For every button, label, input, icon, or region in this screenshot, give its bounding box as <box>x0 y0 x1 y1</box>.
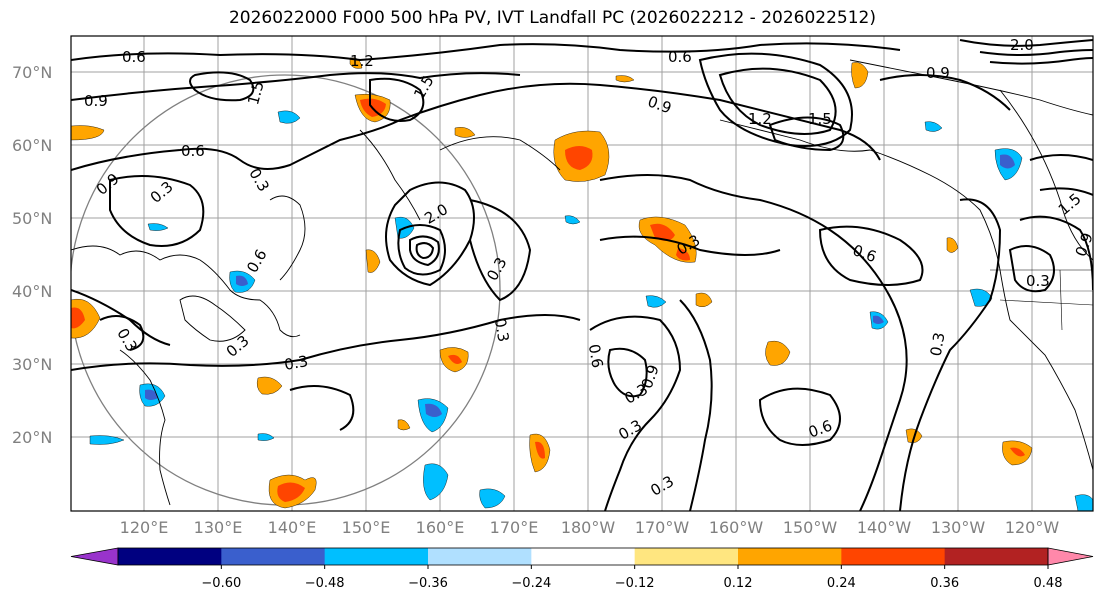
lon-label: 120°E <box>120 518 169 537</box>
lat-label: 50°N <box>12 209 52 228</box>
svg-text:0.9: 0.9 <box>926 64 950 82</box>
map-frame <box>70 35 1094 512</box>
colorbar-segment <box>634 548 739 565</box>
colorbar-segment <box>221 548 326 565</box>
map-background <box>71 36 1093 511</box>
svg-text:0.3: 0.3 <box>283 352 310 374</box>
svg-text:0.6: 0.6 <box>122 48 146 66</box>
colorbar-tick-label: −0.36 <box>408 576 448 591</box>
svg-text:2.0: 2.0 <box>1010 36 1034 54</box>
colorbar-segment <box>118 548 222 565</box>
svg-text:0.3: 0.3 <box>927 331 949 358</box>
lon-label: 150°E <box>342 518 391 537</box>
graticule <box>71 36 1093 511</box>
longitude-labels: 120°E 130°E 140°E 150°E 160°E 170°E 180°… <box>120 518 1060 537</box>
svg-text:0.9: 0.9 <box>84 92 108 110</box>
lon-label: 140°E <box>268 518 317 537</box>
colorbar-segment <box>428 548 532 565</box>
lat-label: 60°N <box>12 136 52 155</box>
colorbar-tick-label: −0.12 <box>615 576 655 591</box>
lat-label: 30°N <box>12 355 52 374</box>
lat-label: 40°N <box>12 282 52 301</box>
pv-contours <box>71 39 1093 511</box>
colorbar-frame <box>117 547 1049 566</box>
svg-text:1.5: 1.5 <box>808 110 832 128</box>
colorbar-tick-label: 0.36 <box>930 576 959 591</box>
colorbar-tick-label: 0.48 <box>1034 576 1063 591</box>
colorbar-extend-low <box>70 547 119 566</box>
coastlines <box>71 59 1093 506</box>
lon-label: 140°W <box>857 518 912 537</box>
colorbar-tick-label: 0.12 <box>724 576 753 591</box>
colorbar-segment <box>841 548 946 565</box>
lon-label: 150°W <box>783 518 838 537</box>
colorbar-segment <box>738 548 842 565</box>
svg-text:0.9: 0.9 <box>1072 230 1097 259</box>
colorbar-tick-label: 0.24 <box>827 576 856 591</box>
svg-text:0.6: 0.6 <box>181 142 205 160</box>
latitude-labels: 70°N 60°N 50°N 40°N 30°N 20°N <box>12 63 52 447</box>
lon-label: 160°W <box>709 518 764 537</box>
svg-text:0.6: 0.6 <box>585 343 607 370</box>
colorbar-tick-label: −0.24 <box>511 576 551 591</box>
colorbar-segment <box>324 548 429 565</box>
borders <box>990 269 1093 331</box>
svg-text:1.2: 1.2 <box>350 52 374 70</box>
map-content: 0.6 0.9 0.6 1.5 1.2 1.5 0.9 0.6 1.2 1.5 … <box>71 36 1097 511</box>
lat-label: 20°N <box>12 428 52 447</box>
svg-text:0.6: 0.6 <box>668 48 692 66</box>
lon-label: 130°E <box>194 518 243 537</box>
lon-label: 160°E <box>416 518 465 537</box>
svg-text:0.3: 0.3 <box>1026 272 1050 290</box>
colorbar-segment <box>531 548 636 565</box>
lon-label: 180°W <box>561 518 616 537</box>
svg-text:0.3: 0.3 <box>491 317 513 344</box>
map-title: 2026022000 F000 500 hPa PV, IVT Landfall… <box>228 8 876 28</box>
colorbar-extend-high <box>1047 547 1094 566</box>
colorbar-tick-label: −0.48 <box>305 576 345 591</box>
svg-text:1.5: 1.5 <box>244 79 268 107</box>
colorbar: −0.60 −0.48 −0.36 −0.24 −0.12 0.12 0.24 0.36 0.4… <box>70 547 1094 591</box>
colorbar-tick-label: −0.60 <box>201 576 241 591</box>
lon-label: 120°W <box>1005 518 1060 537</box>
lon-label: 170°E <box>490 518 539 537</box>
svg-text:1.2: 1.2 <box>748 110 772 128</box>
lon-label: 170°W <box>635 518 690 537</box>
lon-label: 130°W <box>931 518 986 537</box>
lat-label: 70°N <box>12 63 52 82</box>
colorbar-segment <box>944 548 1049 565</box>
